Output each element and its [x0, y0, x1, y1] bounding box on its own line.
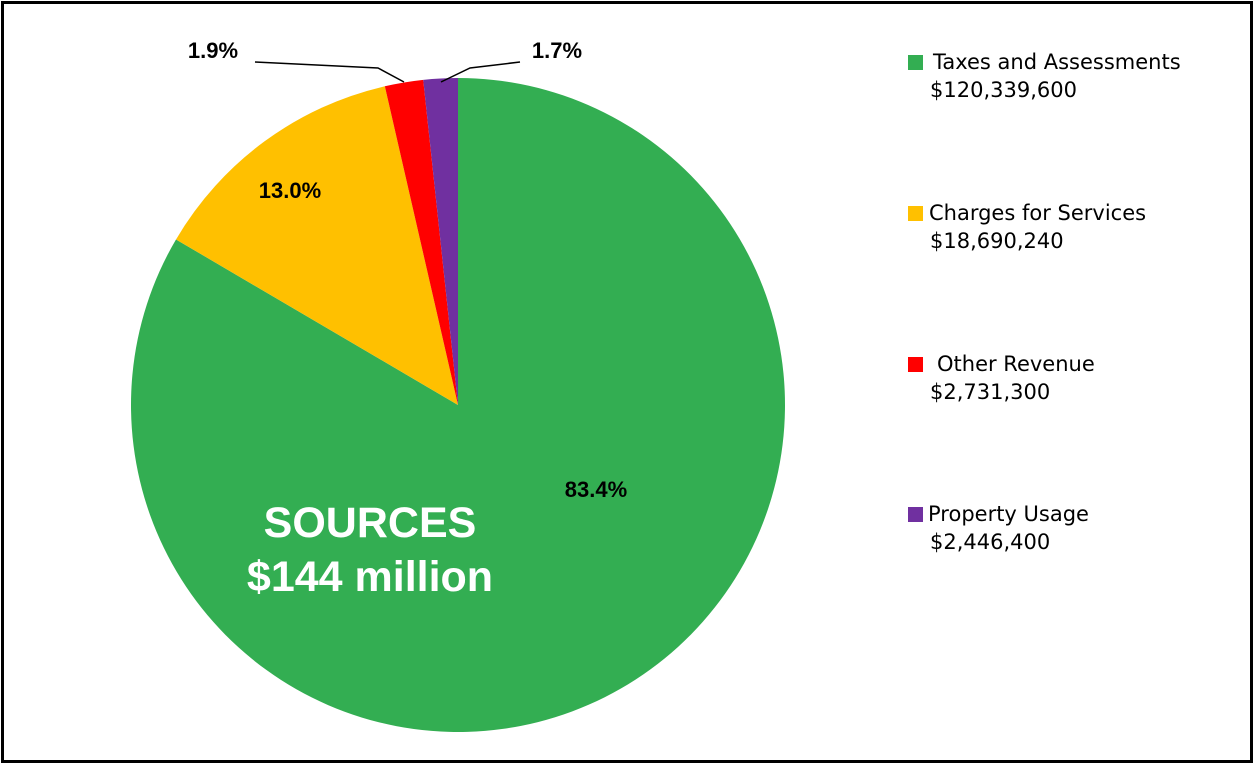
- legend-swatch-property: [908, 506, 923, 522]
- pct-label-taxes: 83.4%: [565, 477, 627, 502]
- pct-label-property: 1.7%: [532, 38, 582, 63]
- leader-line-other: [254, 61, 405, 83]
- pie-slice-charges: [176, 86, 458, 405]
- legend-swatch-other: [908, 356, 923, 372]
- legend-amount-taxes: $120,339,600: [930, 78, 1077, 102]
- pct-label-charges: 13.0%: [259, 178, 321, 203]
- legend-item-other: Other Revenue $2,731,300: [908, 352, 1095, 404]
- legend-label-charges: Charges for Services: [929, 201, 1147, 225]
- center-label-line2: $144 million: [246, 553, 494, 601]
- legend-label-taxes: Taxes and Assessments: [933, 50, 1181, 74]
- pie-slice-property: [423, 78, 458, 405]
- center-label: SOURCES $144 million: [190, 496, 550, 604]
- pie-slice-other: [384, 79, 458, 405]
- legend-swatch-charges: [908, 205, 923, 221]
- legend-amount-other: $2,731,300: [930, 380, 1051, 404]
- legend-item-property: Property Usage $2,446,400: [908, 502, 1089, 554]
- legend-swatch-taxes: [908, 54, 923, 70]
- legend-label-other: Other Revenue: [937, 352, 1095, 376]
- legend-label-property: Property Usage: [928, 502, 1089, 526]
- legend-item-taxes: Taxes and Assessments $120,339,600: [908, 50, 1181, 102]
- pct-label-other: 1.9%: [188, 38, 238, 63]
- legend-amount-property: $2,446,400: [930, 530, 1051, 554]
- legend-item-charges: Charges for Services $18,690,240: [908, 201, 1146, 253]
- leader-line-property: [440, 61, 521, 83]
- legend-amount-charges: $18,690,240: [930, 229, 1064, 253]
- center-label-line1: SOURCES: [263, 499, 477, 547]
